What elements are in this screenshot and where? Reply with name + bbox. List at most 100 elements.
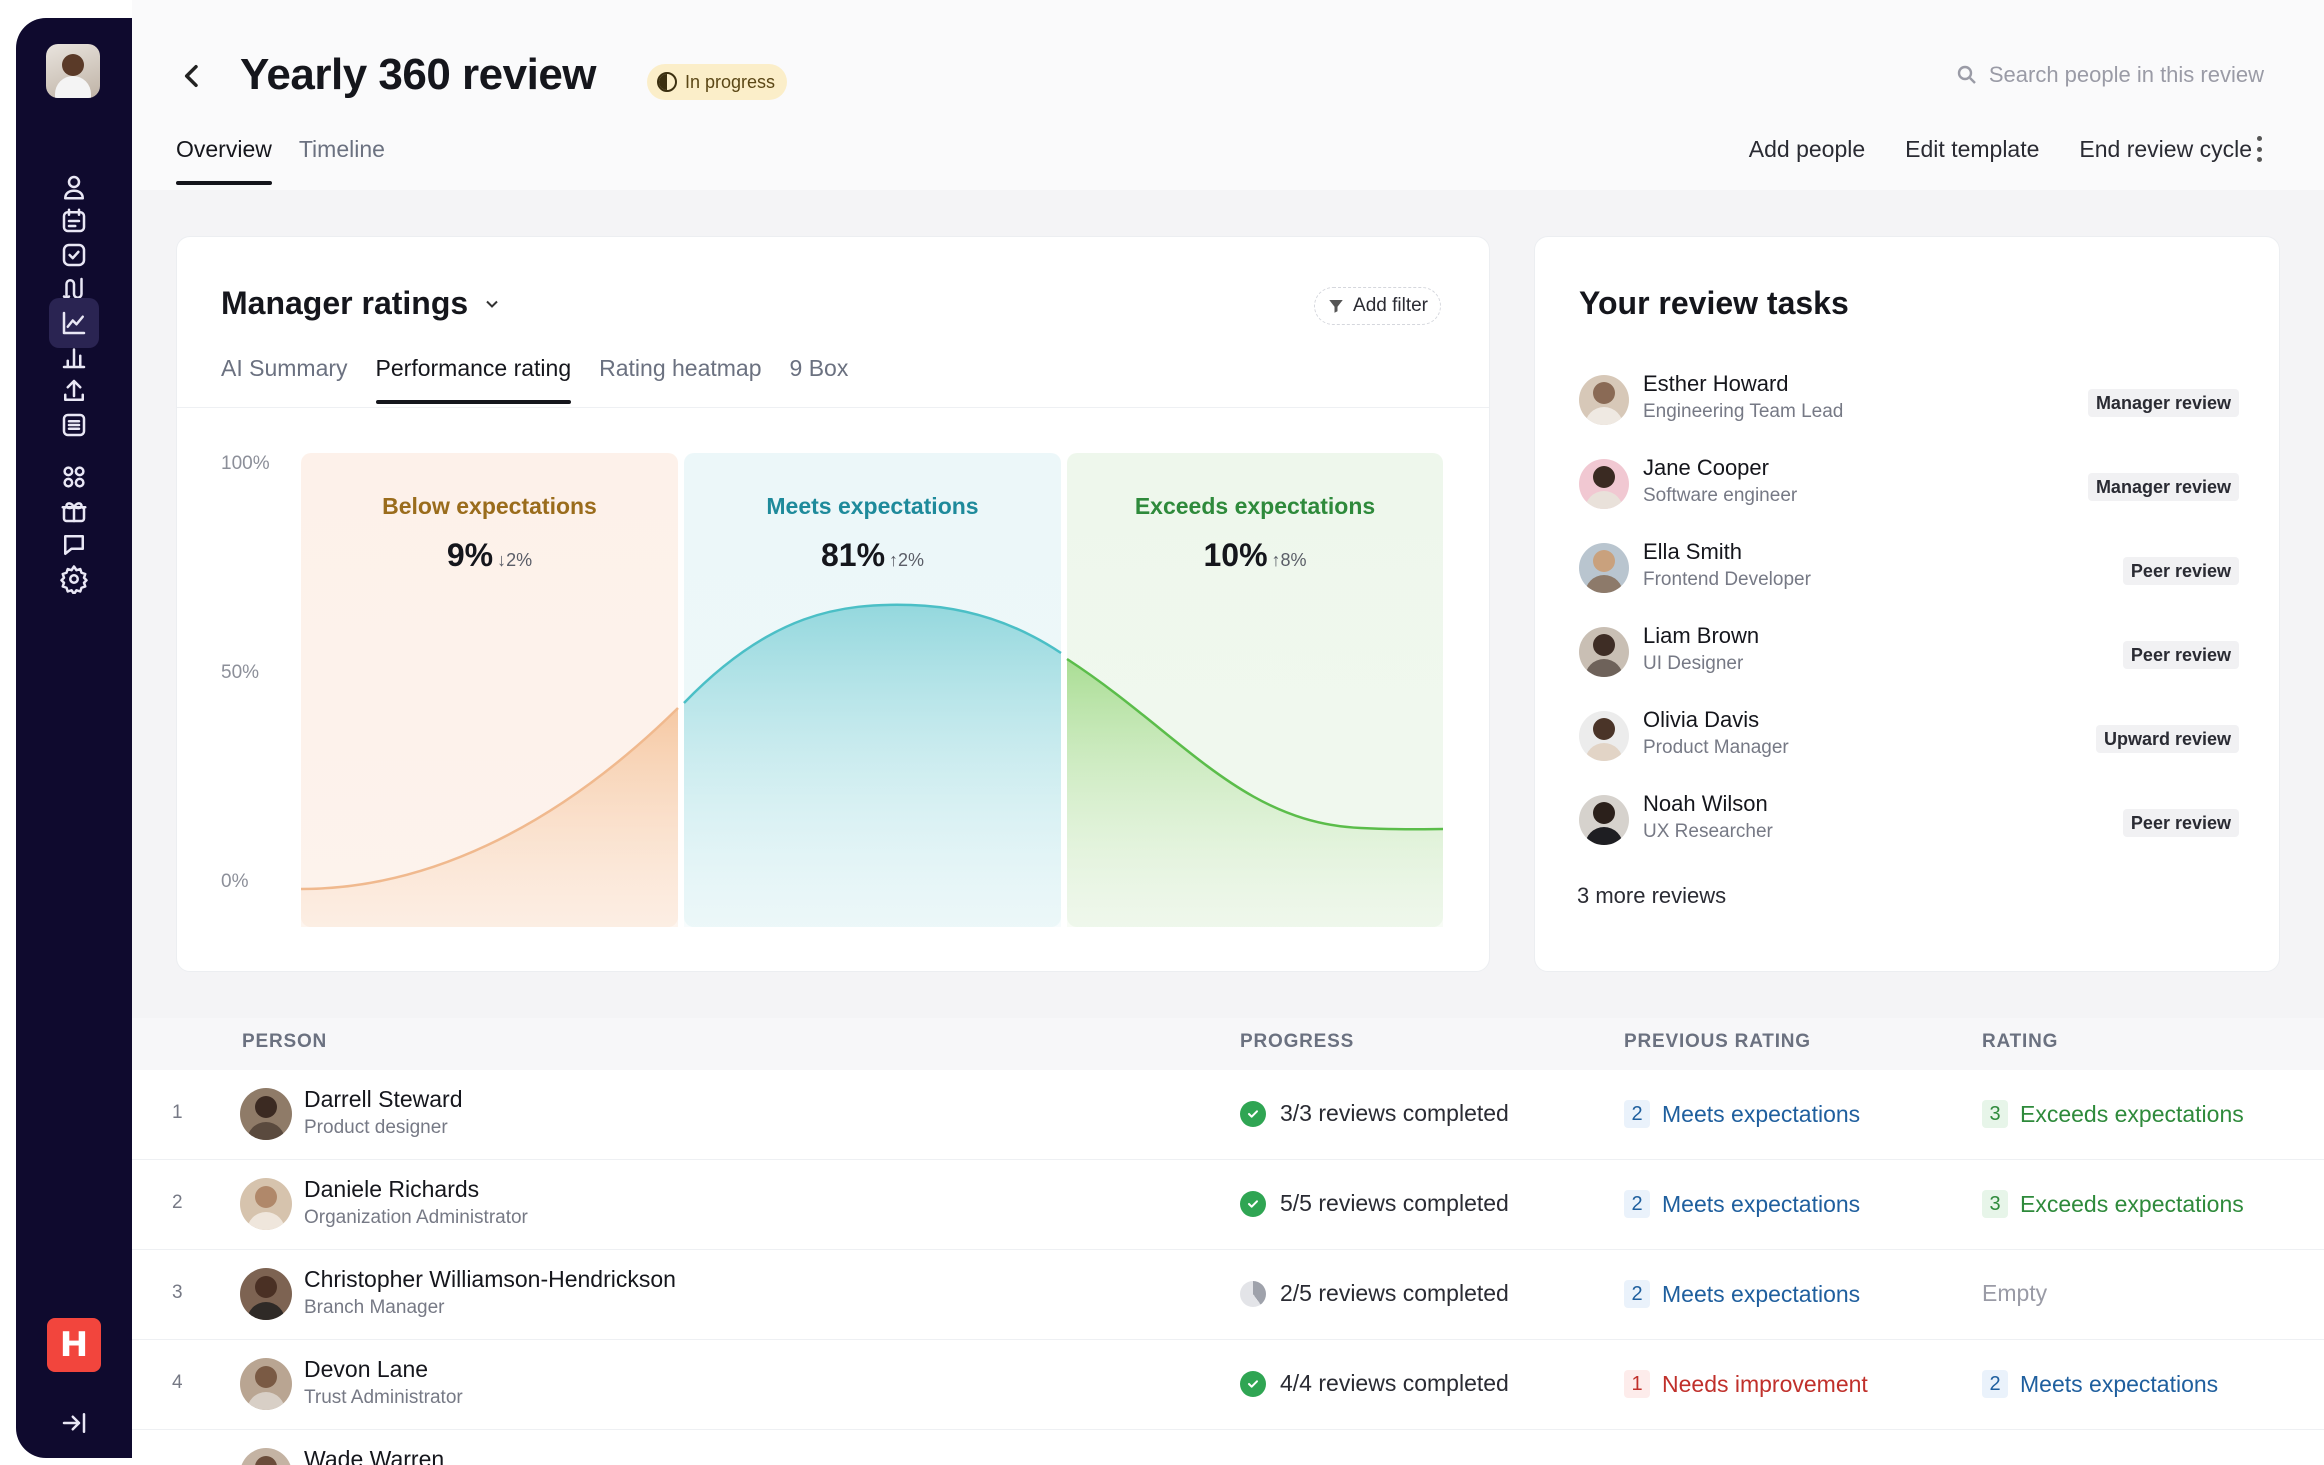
task-item[interactable]: Liam Brown UI Designer Peer review bbox=[1579, 623, 2239, 693]
band-value: 9% ↓2% bbox=[301, 537, 678, 574]
avatar bbox=[1579, 711, 1629, 761]
person-name: Daniele Richards bbox=[304, 1176, 480, 1202]
rating-number: 3 bbox=[1982, 1190, 2008, 1218]
task-item[interactable]: Jane Cooper Software engineer Manager re… bbox=[1579, 455, 2239, 525]
rating-label: Exceeds expectations bbox=[2020, 1190, 2244, 1217]
edit-template-button[interactable]: Edit template bbox=[1905, 136, 2040, 162]
tab-9-box[interactable]: 9 Box bbox=[789, 355, 849, 381]
add-filter-button[interactable]: Add filter bbox=[1314, 287, 1441, 325]
current-rating[interactable]: 3 Exceeds expectations bbox=[1982, 1100, 2244, 1128]
person-name: Wade Warren bbox=[304, 1446, 445, 1465]
chat-icon[interactable] bbox=[49, 520, 99, 570]
status-badge: In progress bbox=[647, 64, 788, 100]
table-row[interactable]: 3 Christopher Williamson-Hendrickson Bra… bbox=[132, 1250, 2324, 1340]
rating-number: 2 bbox=[1624, 1100, 1650, 1128]
chevron-down-icon bbox=[486, 300, 498, 308]
person-name: Devon Lane bbox=[304, 1356, 429, 1382]
table-row[interactable]: 4 Devon Lane Trust Administrator 4/4 rev… bbox=[132, 1340, 2324, 1430]
column-header-progress[interactable]: PROGRESS bbox=[1240, 1031, 1355, 1052]
check-circle-icon bbox=[1240, 1100, 1266, 1127]
progress-status: 2/5 reviews completed bbox=[1240, 1280, 1509, 1307]
person-name: Darrell Steward bbox=[304, 1086, 463, 1112]
y-axis-label: 100% bbox=[221, 453, 270, 474]
person-role: Trust Administrator bbox=[304, 1387, 463, 1408]
calendar-icon[interactable] bbox=[49, 196, 99, 246]
previous-rating: 2 Meets expectations bbox=[1624, 1100, 1860, 1128]
avatar bbox=[240, 1088, 292, 1140]
review-type-badge: Peer review bbox=[2122, 641, 2239, 669]
task-item[interactable]: Esther Howard Engineering Team Lead Mana… bbox=[1579, 371, 2239, 441]
column-header-rating[interactable]: RATING bbox=[1982, 1031, 2059, 1052]
search-input[interactable]: Search people in this review bbox=[1955, 62, 2264, 88]
current-rating[interactable]: 3 Exceeds expectations bbox=[1982, 1190, 2244, 1218]
task-item[interactable]: Noah Wilson UX Researcher Peer review bbox=[1579, 791, 2239, 861]
apps-icon[interactable] bbox=[49, 452, 99, 502]
tab-overview[interactable]: Overview bbox=[176, 136, 272, 185]
avatar bbox=[240, 1448, 292, 1465]
add-people-button[interactable]: Add people bbox=[1748, 136, 1866, 162]
ratings-dropdown[interactable]: Manager ratings bbox=[221, 285, 502, 322]
task-person-role: UI Designer bbox=[1643, 653, 1744, 674]
rating-label: Meets expectations bbox=[1662, 1190, 1861, 1217]
task-item[interactable]: Ella Smith Frontend Developer Peer revie… bbox=[1579, 539, 2239, 609]
avatar bbox=[240, 1268, 292, 1320]
table-row[interactable]: Wade Warren bbox=[132, 1430, 2324, 1465]
upload-icon[interactable] bbox=[49, 366, 99, 416]
current-rating[interactable]: 2 Meets expectations bbox=[1982, 1370, 2218, 1398]
half-circle-icon bbox=[657, 72, 677, 92]
avatar bbox=[240, 1178, 292, 1230]
person-name: Christopher Williamson-Hendrickson bbox=[304, 1266, 676, 1292]
tab-ai-summary[interactable]: AI Summary bbox=[221, 355, 348, 381]
ratings-tabs: AI Summary Performance rating Rating hea… bbox=[221, 355, 848, 404]
rating-label: Exceeds expectations bbox=[2020, 1100, 2244, 1127]
task-person-name: Ella Smith bbox=[1643, 539, 1743, 564]
table-row[interactable]: 2 Daniele Richards Organization Administ… bbox=[132, 1160, 2324, 1250]
rating-number: 2 bbox=[1624, 1280, 1650, 1308]
brand-logo[interactable]: H bbox=[47, 1318, 101, 1372]
manager-ratings-card: Manager ratings Add filter AI Summary Pe… bbox=[176, 236, 1490, 972]
task-person-name: Esther Howard bbox=[1643, 371, 1789, 396]
band-percent: 81% bbox=[820, 537, 886, 573]
curve-fill-below bbox=[301, 708, 678, 927]
current-rating[interactable]: Empty bbox=[1982, 1280, 2047, 1307]
row-number: 2 bbox=[172, 1192, 183, 1213]
checkbox-icon[interactable] bbox=[49, 230, 99, 280]
band-percent: 9% bbox=[446, 537, 494, 573]
previous-rating: 1 Needs improvement bbox=[1624, 1370, 1868, 1398]
rating-number: 1 bbox=[1624, 1370, 1650, 1398]
user-icon[interactable] bbox=[49, 162, 99, 212]
settings-icon[interactable] bbox=[49, 554, 99, 604]
gift-icon[interactable] bbox=[49, 486, 99, 536]
avatar bbox=[1579, 543, 1629, 593]
tab-timeline[interactable]: Timeline bbox=[298, 136, 385, 162]
table-row[interactable]: 1 Darrell Steward Product designer 3/3 r… bbox=[132, 1070, 2324, 1160]
review-tasks-card: Your review tasks Esther Howard Engineer… bbox=[1534, 236, 2280, 972]
task-person-name: Noah Wilson bbox=[1643, 791, 1768, 816]
current-user-avatar[interactable] bbox=[46, 44, 100, 98]
bar-chart-icon[interactable] bbox=[49, 332, 99, 382]
end-review-cycle-button[interactable]: End review cycle bbox=[2079, 136, 2252, 162]
rating-label: Needs improvement bbox=[1662, 1370, 1868, 1397]
task-item[interactable]: Olivia Davis Product Manager Upward revi… bbox=[1579, 707, 2239, 777]
more-options-icon[interactable] bbox=[2254, 136, 2264, 162]
previous-rating: 2 Meets expectations bbox=[1624, 1190, 1860, 1218]
review-type-badge: Manager review bbox=[2087, 389, 2239, 417]
more-reviews-link[interactable]: 3 more reviews bbox=[1577, 883, 1727, 908]
tab-rating-heatmap[interactable]: Rating heatmap bbox=[599, 355, 762, 381]
tab-performance-rating[interactable]: Performance rating bbox=[375, 355, 571, 404]
column-header-previous-rating[interactable]: PREVIOUS RATING bbox=[1624, 1031, 1811, 1052]
collapse-sidebar-icon[interactable] bbox=[49, 1398, 99, 1448]
column-header-person[interactable]: PERSON bbox=[242, 1031, 328, 1052]
rating-label: Meets expectations bbox=[2020, 1370, 2219, 1397]
review-type-badge: Manager review bbox=[2087, 473, 2239, 501]
progress-text: 2/5 reviews completed bbox=[1280, 1280, 1509, 1306]
analytics-icon[interactable] bbox=[49, 298, 99, 348]
search-icon bbox=[1957, 65, 1976, 84]
filter-icon bbox=[1329, 300, 1343, 313]
y-axis-label: 50% bbox=[221, 662, 260, 683]
rating-distribution-chart: Below expectations 9% ↓2% Meets expectati… bbox=[301, 453, 1443, 927]
back-arrow-icon[interactable] bbox=[176, 60, 208, 92]
add-filter-label: Add filter bbox=[1353, 295, 1428, 316]
list-icon[interactable] bbox=[49, 400, 99, 450]
